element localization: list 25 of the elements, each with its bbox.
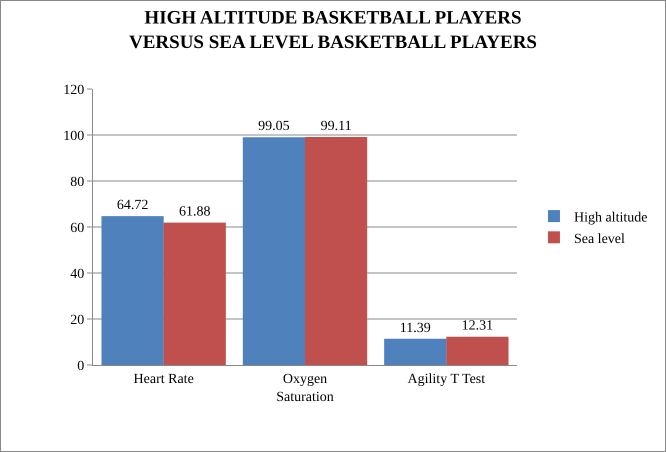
- bar: [305, 137, 368, 365]
- data-label: 64.72: [116, 198, 148, 214]
- bar: [101, 216, 164, 365]
- data-label: 99.05: [258, 119, 290, 134]
- bar: [164, 222, 226, 365]
- data-label: 11.39: [400, 320, 431, 336]
- data-label: 12.31: [462, 318, 494, 334]
- y-tick-label: 40: [70, 266, 84, 282]
- y-tick-label: 80: [70, 174, 84, 190]
- y-tick-label: 60: [70, 220, 84, 236]
- y-tick-label: 100: [63, 128, 84, 144]
- bar: [384, 338, 446, 365]
- y-tick-label: 120: [63, 82, 84, 98]
- x-tick-label: Oxygen Saturation: [276, 372, 334, 405]
- y-tick-label: 0: [77, 358, 84, 374]
- bar: [242, 137, 305, 365]
- data-label: 99.11: [320, 119, 352, 134]
- x-tick-label: Heart Rate: [134, 372, 194, 387]
- y-tick-label: 20: [70, 312, 84, 328]
- legend-label: High altitude: [574, 210, 648, 226]
- x-tick-label: Agility T Test: [408, 372, 486, 387]
- bar: [446, 336, 509, 365]
- chart-title: HIGH ALTITUDE BASKETBALL PLAYERS VERSUS SEA LEVEL BASKETBALL PLAYERS: [129, 8, 537, 54]
- data-label: 61.88: [179, 204, 211, 220]
- legend-label: Sea level: [574, 232, 625, 247]
